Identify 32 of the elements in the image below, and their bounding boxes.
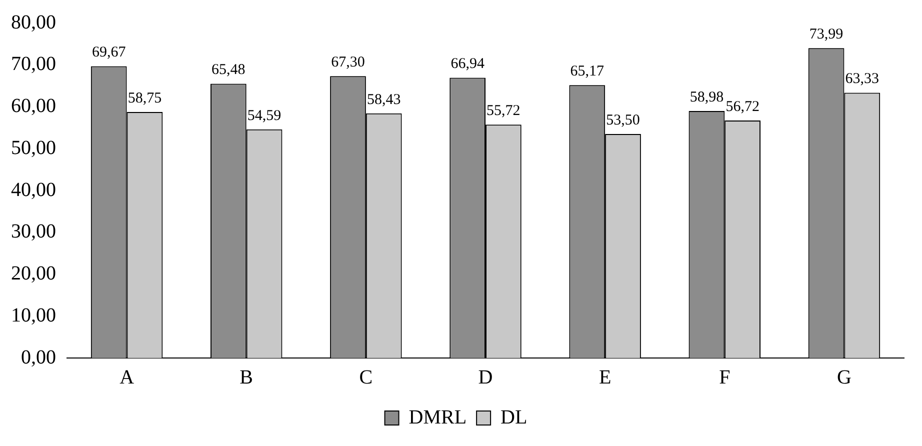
data-label: 73,99 <box>809 26 844 43</box>
y-tick-label: 60,00 <box>11 95 56 117</box>
legend-label: DMRL <box>408 406 467 428</box>
data-label: 56,72 <box>726 98 760 115</box>
data-label: 67,30 <box>331 54 365 71</box>
x-tick-label: C <box>359 366 373 388</box>
x-tick-label: G <box>836 366 852 388</box>
x-tick-label: D <box>478 366 493 388</box>
data-label: 69,67 <box>92 44 126 61</box>
y-tick-label: 30,00 <box>11 220 56 243</box>
data-label: 58,43 <box>366 92 401 108</box>
data-label: 65,17 <box>570 64 605 80</box>
data-label: 66,94 <box>450 56 485 72</box>
y-tick-label: 20,00 <box>11 262 56 284</box>
data-label: 58,98 <box>690 89 724 106</box>
y-tick-label: 70,00 <box>11 53 56 76</box>
data-label: 65,48 <box>212 62 246 78</box>
y-tick-label: 40,00 <box>11 178 56 201</box>
y-tick-label: 0,00 <box>21 346 56 368</box>
data-label: 54,59 <box>247 108 282 124</box>
x-tick-label: F <box>719 366 730 388</box>
data-label: 53,50 <box>606 112 640 128</box>
data-label: 55,72 <box>486 103 520 120</box>
y-tick-label: 80,00 <box>11 11 56 34</box>
y-tick-label: 50,00 <box>11 136 56 159</box>
legend-label: DL <box>500 406 528 428</box>
y-tick-label: 10,00 <box>11 304 56 326</box>
data-label: 58,75 <box>128 90 162 106</box>
data-label: 63,33 <box>845 71 880 88</box>
x-tick-label: E <box>598 366 612 388</box>
x-tick-label: B <box>240 366 254 388</box>
x-tick-label: A <box>120 366 135 388</box>
